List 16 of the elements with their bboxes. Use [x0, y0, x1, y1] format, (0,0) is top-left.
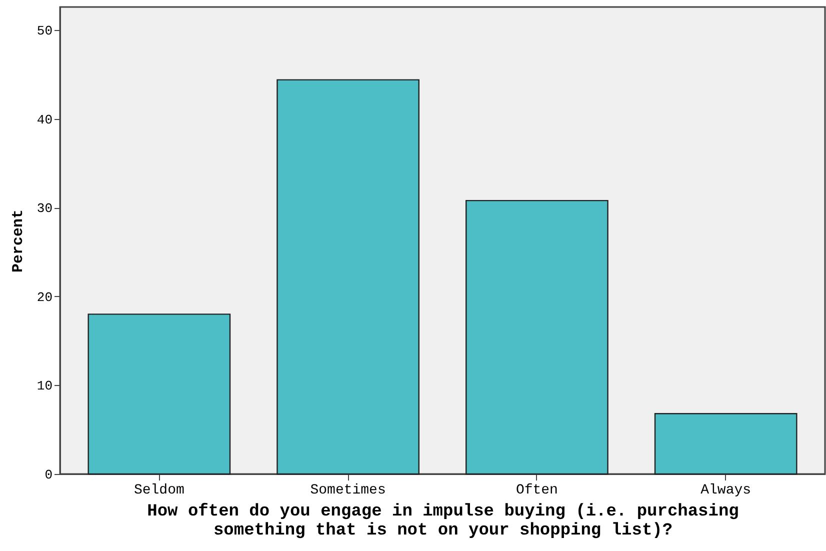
- bar: [276, 79, 420, 475]
- y-tick-label: 10: [36, 378, 52, 394]
- x-axis-title: How often do you engage in impulse buying (i.e. purchasing something that is not on your shopping list)?: [147, 502, 739, 540]
- y-tick-label: 30: [36, 201, 52, 216]
- bar: [466, 200, 608, 475]
- y-tick-label: 0: [44, 468, 52, 482]
- x-tick-label: Sometimes: [310, 482, 386, 498]
- y-tick-label: 20: [36, 290, 52, 305]
- y-tick-label: 50: [36, 24, 52, 39]
- y-tick-label: 40: [36, 112, 52, 128]
- bar: [88, 314, 231, 475]
- bar: [654, 413, 798, 475]
- x-tick-label: Seldom: [134, 482, 184, 498]
- x-tick-label: Always: [700, 482, 752, 498]
- y-axis-title: Percent: [10, 209, 27, 273]
- x-tick-label: Often: [516, 482, 558, 498]
